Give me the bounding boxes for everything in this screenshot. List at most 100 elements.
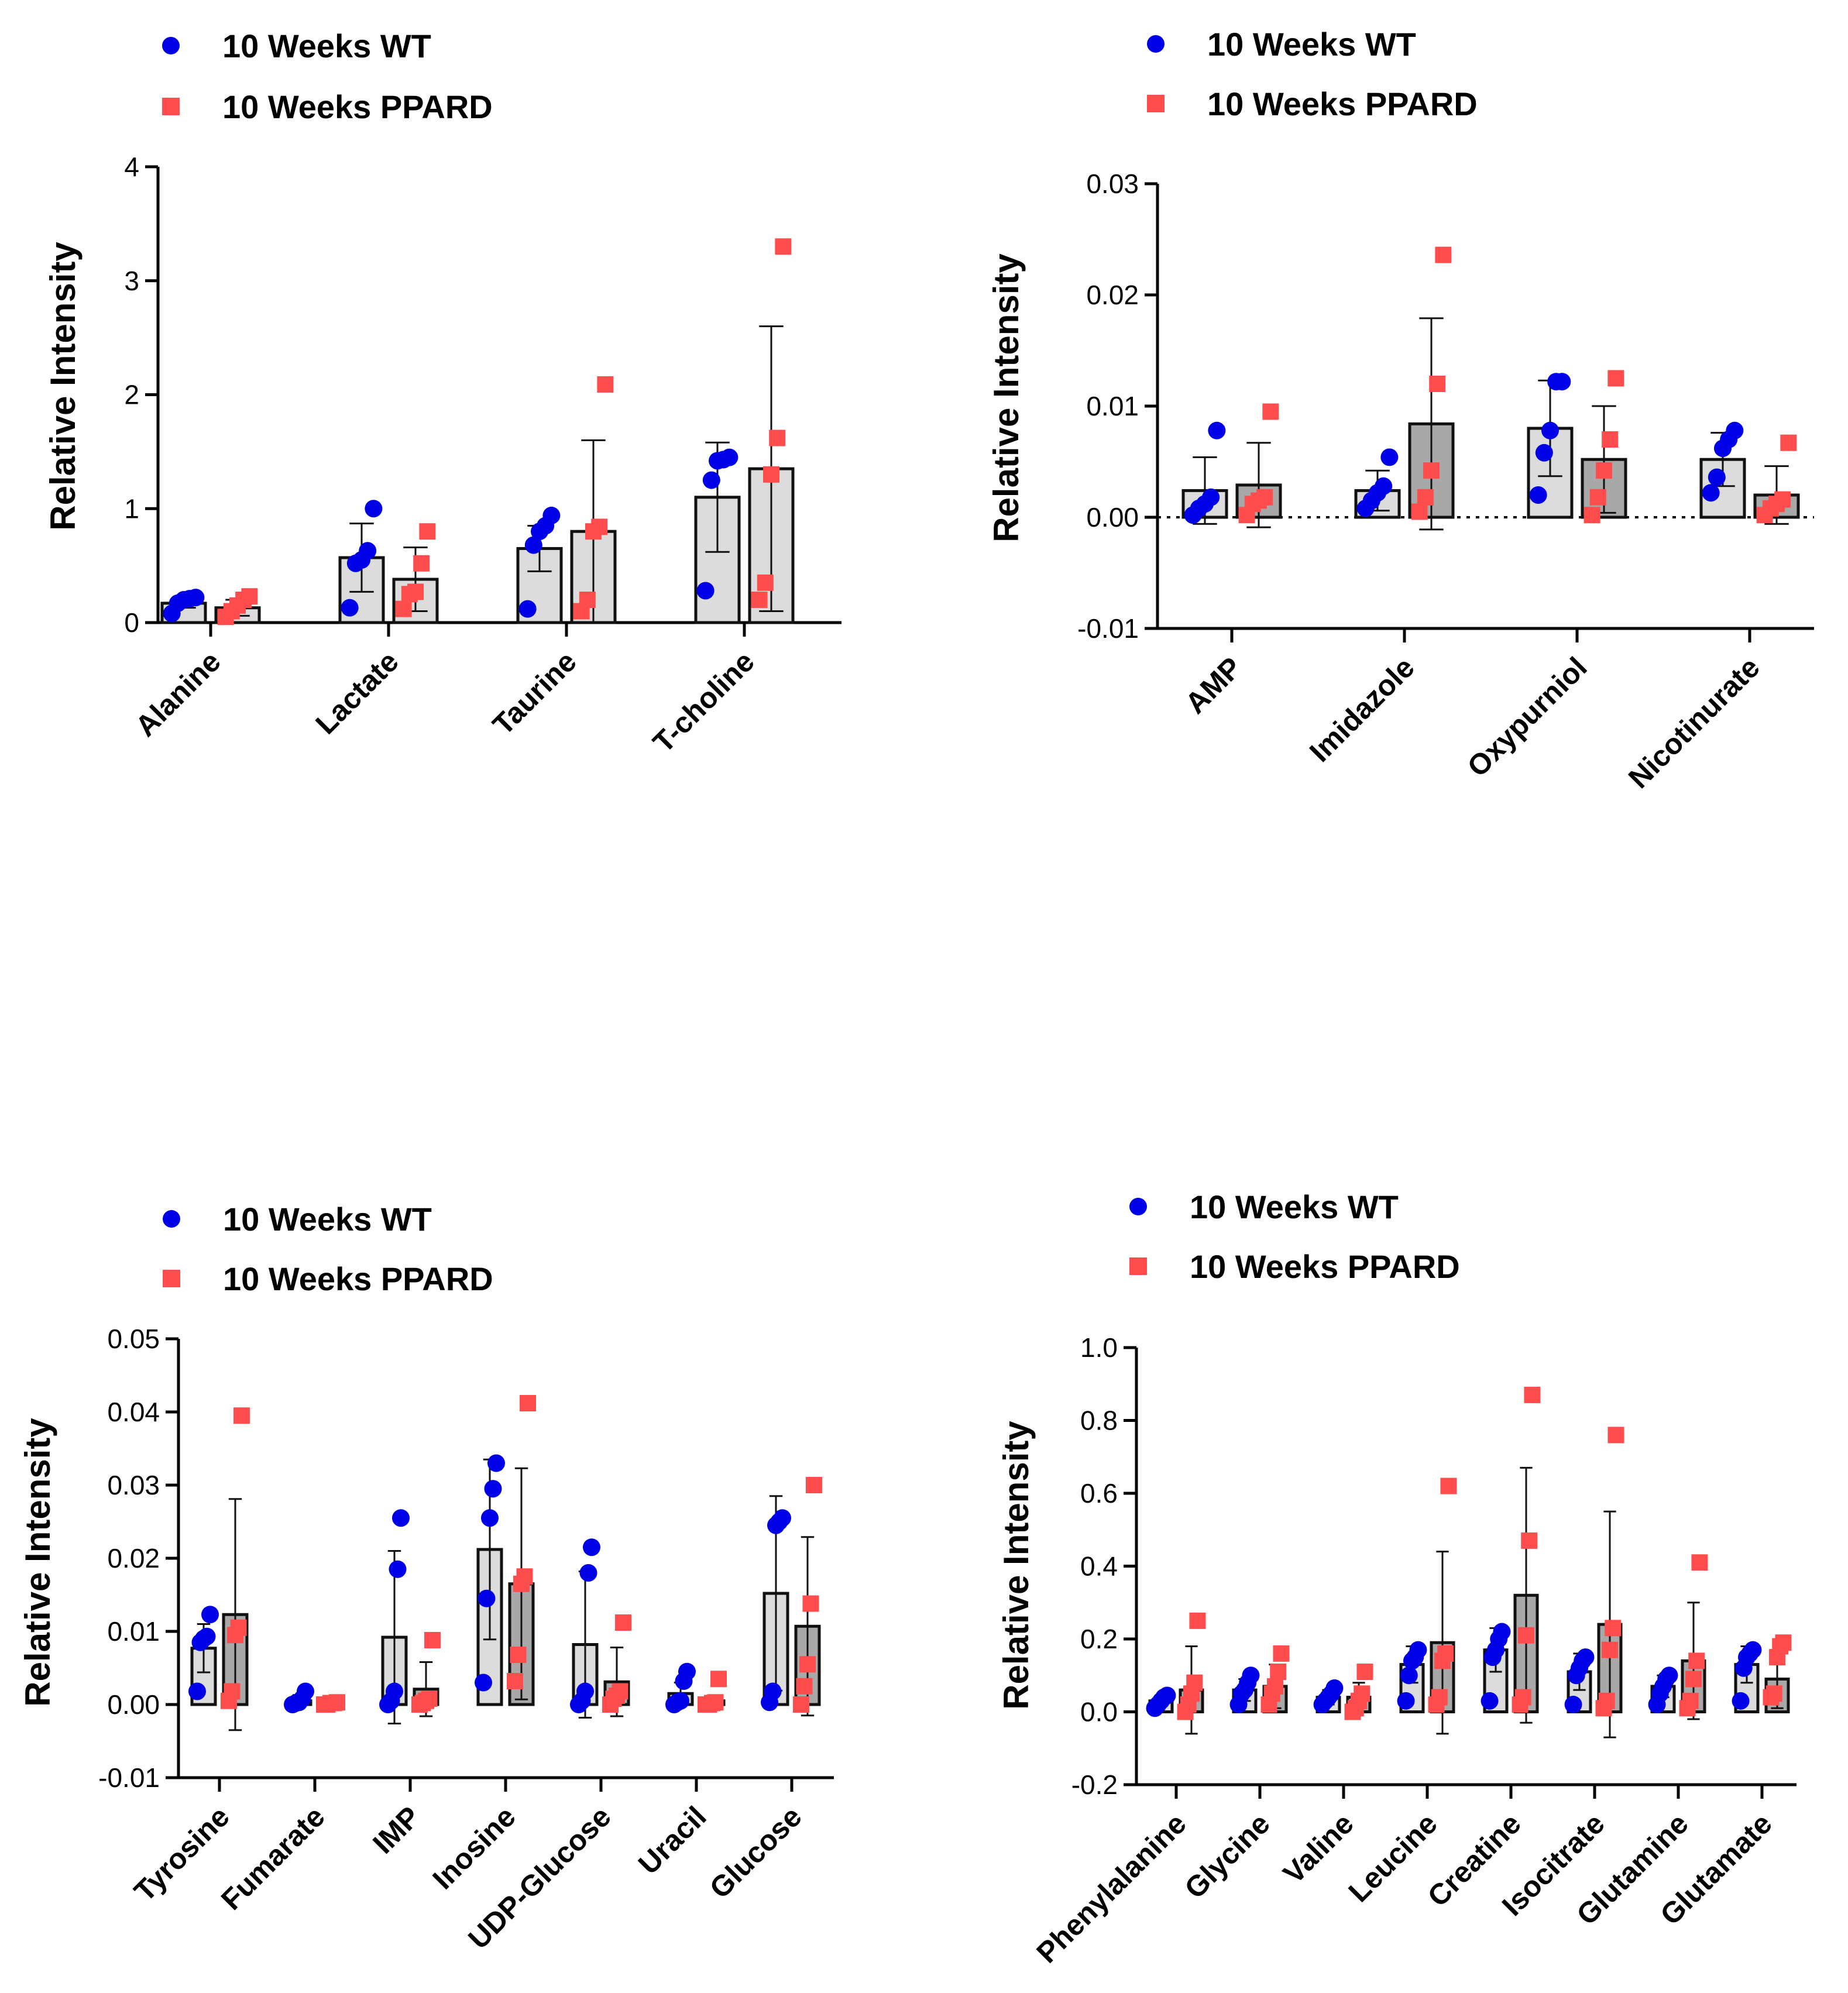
legend-marker-wt: [1129, 1198, 1147, 1215]
legend-label: 10 Weeks PPARD: [223, 1260, 493, 1297]
x-tick-label: Oxypurniol: [1461, 651, 1593, 783]
data-point-ppard: [802, 1595, 819, 1612]
y-tick-label: 0.03: [107, 1470, 160, 1500]
data-point-ppard: [1262, 403, 1279, 420]
legend-marker-wt: [163, 1210, 180, 1228]
data-point-ppard: [1688, 1652, 1705, 1669]
data-point-ppard: [329, 1694, 345, 1711]
x-tick-label: Lactate: [309, 645, 404, 740]
legend-label: 10 Weeks WT: [1190, 1188, 1399, 1225]
data-point-ppard: [1440, 1477, 1457, 1494]
data-point-wt: [1380, 448, 1399, 466]
y-tick-label: 0.00: [1086, 502, 1139, 532]
data-point-wt: [487, 1454, 505, 1472]
y-tick-label: 0.0: [1080, 1697, 1118, 1727]
data-point-ppard: [1589, 489, 1606, 506]
y-tick-label: 0.01: [107, 1616, 160, 1647]
data-point-ppard: [615, 1614, 631, 1631]
data-point-ppard: [799, 1656, 816, 1673]
x-tick-label: Phenylalanine: [1030, 1807, 1192, 1969]
chart-panel-4: 10 Weeks WT 10 Weeks PPARD Relative Intens…: [997, 1188, 1797, 1970]
data-point-ppard: [510, 1647, 527, 1663]
data-point-ppard: [806, 1477, 822, 1493]
y-tick-label: 0.2: [1080, 1624, 1118, 1654]
data-point-ppard: [707, 1694, 724, 1711]
data-point-wt: [720, 448, 738, 466]
y-tick-label: 1.0: [1080, 1332, 1118, 1363]
data-point-wt: [386, 1682, 403, 1700]
data-point-ppard: [1765, 1685, 1782, 1702]
y-tick-label: 0.04: [107, 1397, 160, 1427]
data-point-ppard: [424, 1632, 441, 1648]
data-point-ppard: [507, 1673, 523, 1689]
data-point-ppard: [1354, 1685, 1370, 1702]
legend-label: 10 Weeks PPARD: [1190, 1248, 1460, 1285]
data-point-ppard: [1518, 1627, 1534, 1644]
data-point-ppard: [1417, 489, 1434, 506]
data-point-ppard: [413, 555, 430, 572]
data-point-wt: [1202, 488, 1220, 506]
data-point-wt: [696, 582, 715, 600]
legend-marker-ppard: [1147, 95, 1165, 112]
x-tick-label: Valine: [1277, 1807, 1360, 1890]
y-tick-label: 2: [124, 380, 139, 410]
data-point-ppard: [597, 376, 614, 393]
data-point-wt: [1726, 421, 1744, 439]
y-tick-label: 0.02: [107, 1543, 160, 1573]
chart-panel-2: 10 Weeks WT 10 Weeks PPARD Relative Intens…: [987, 26, 1814, 795]
data-point-ppard: [407, 583, 424, 600]
y-tick-label: -0.01: [98, 1762, 160, 1793]
data-point-wt: [1400, 1666, 1418, 1685]
x-tick-label: Glucose: [703, 1800, 808, 1905]
data-point-ppard: [1605, 1620, 1622, 1637]
data-point-ppard: [230, 1619, 247, 1636]
legend-marker-wt: [162, 37, 180, 54]
legend-label: 10 Weeks WT: [223, 1201, 432, 1238]
data-point-wt: [1744, 1641, 1762, 1659]
y-axis-label: Relative Intensity: [997, 1421, 1036, 1710]
x-tick-label: Glycine: [1178, 1807, 1276, 1905]
data-point-ppard: [1514, 1689, 1531, 1706]
data-point-ppard: [757, 574, 774, 591]
data-point-wt: [1325, 1679, 1344, 1698]
data-point-ppard: [241, 588, 258, 605]
data-point-ppard: [1431, 1689, 1448, 1706]
y-tick-label: 0.6: [1080, 1478, 1118, 1509]
data-point-ppard: [793, 1696, 809, 1713]
y-tick-label: 0.00: [107, 1689, 160, 1720]
data-point-wt: [1529, 486, 1547, 504]
data-point-wt: [187, 589, 205, 607]
data-point-wt: [1541, 421, 1559, 439]
data-point-ppard: [1598, 1692, 1615, 1709]
y-axis-label: Relative Intensity: [18, 1418, 57, 1707]
data-point-wt: [392, 1509, 410, 1527]
data-point-ppard: [1435, 246, 1452, 263]
chart-panel-1: 10 Weeks WT 10 Weeks PPARD Relative Intens…: [43, 28, 841, 759]
data-point-ppard: [421, 1690, 438, 1707]
legend-label: 10 Weeks PPARD: [222, 88, 493, 125]
legend-marker-wt: [1147, 35, 1165, 53]
data-point-ppard: [1186, 1674, 1203, 1691]
data-point-ppard: [1682, 1692, 1699, 1709]
legend-label: 10 Weeks WT: [1207, 26, 1416, 63]
y-tick-label: 0.03: [1086, 169, 1139, 199]
data-point-ppard: [769, 429, 786, 446]
data-point-wt: [1242, 1666, 1260, 1685]
legend-marker-ppard: [162, 98, 180, 115]
x-tick-label: Nicotinurate: [1622, 651, 1766, 795]
data-point-wt: [518, 600, 537, 618]
y-axis-label: Relative Intensity: [43, 242, 83, 531]
legend-marker-ppard: [1129, 1257, 1147, 1275]
data-point-ppard: [1521, 1532, 1538, 1549]
data-point-wt: [478, 1589, 496, 1607]
data-point-ppard: [1607, 1427, 1624, 1444]
data-point-ppard: [1356, 1664, 1373, 1681]
data-point-ppard: [1189, 1612, 1206, 1629]
data-point-ppard: [1273, 1645, 1290, 1662]
data-point-ppard: [1607, 370, 1624, 387]
data-point-wt: [1564, 1696, 1582, 1714]
y-tick-label: 0.01: [1086, 391, 1139, 421]
data-point-ppard: [1423, 462, 1440, 479]
x-tick-label: Imidazole: [1303, 651, 1421, 768]
